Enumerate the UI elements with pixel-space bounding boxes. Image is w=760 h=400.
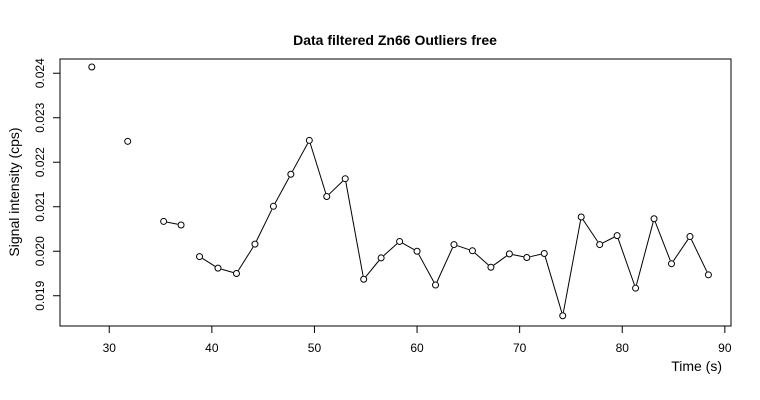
data-point — [196, 253, 204, 261]
data-point — [559, 312, 567, 320]
data-point — [177, 221, 185, 229]
data-points — [88, 63, 712, 320]
x-tick-label: 30 — [103, 341, 117, 355]
data-point — [577, 213, 585, 221]
series-line-segment — [654, 221, 671, 261]
series-line-segment — [544, 256, 563, 313]
plot-area-frame — [59, 58, 732, 327]
data-point — [686, 233, 694, 241]
data-point — [305, 136, 313, 144]
series-line-segment — [256, 209, 273, 242]
series-lines — [166, 143, 708, 313]
data-point — [413, 247, 421, 255]
series-line-segment — [457, 245, 470, 251]
series-line-segment — [345, 182, 364, 276]
series-line-segment — [383, 243, 398, 256]
data-point — [88, 63, 96, 71]
series-line-segment — [328, 180, 344, 195]
series-line-segment — [530, 253, 541, 258]
series-line-segment — [274, 177, 290, 204]
chart-title: Data filtered Zn66 Outliers free — [293, 32, 497, 48]
series-line-segment — [402, 242, 415, 250]
x-tick-label: 50 — [308, 341, 322, 355]
data-point — [214, 264, 222, 272]
series-line-segment — [237, 246, 254, 271]
series-line-segment — [365, 260, 380, 277]
series-line-segment — [221, 268, 234, 273]
series-line-segment — [691, 239, 708, 272]
series-line-segment — [582, 219, 599, 242]
series-line-segment — [436, 247, 453, 283]
y-tick-label: 0.023 — [33, 102, 47, 132]
x-tick-label: 80 — [616, 341, 630, 355]
y-tick-label: 0.021 — [33, 191, 47, 221]
data-point — [613, 232, 621, 240]
data-point — [377, 254, 385, 262]
series-line-segment — [512, 254, 524, 258]
series-line-segment — [602, 236, 615, 244]
series-line-segment — [474, 252, 489, 266]
series-line-segment — [309, 143, 327, 194]
data-point — [540, 249, 548, 257]
series-line-segment — [418, 254, 435, 283]
y-tick-label: 0.020 — [33, 236, 47, 266]
data-point — [432, 281, 440, 289]
data-point — [396, 237, 404, 245]
x-tick-label: 60 — [410, 341, 424, 355]
data-point — [704, 271, 712, 279]
series-line-segment — [493, 255, 507, 266]
data-point — [596, 241, 604, 249]
x-tick-label: 40 — [205, 341, 219, 355]
data-point — [160, 217, 168, 225]
y-tick-label: 0.024 — [33, 58, 47, 88]
data-point — [450, 241, 458, 249]
x-tick-label: 90 — [718, 341, 732, 355]
data-point — [487, 263, 495, 271]
x-axis-title: Time (s) — [671, 358, 722, 374]
data-point — [505, 250, 513, 258]
data-point — [650, 215, 658, 223]
data-point — [360, 275, 368, 283]
data-point — [124, 137, 132, 145]
data-point — [287, 170, 295, 178]
data-point — [468, 247, 476, 255]
series-line-segment — [562, 220, 582, 313]
data-point — [523, 253, 531, 261]
data-point — [232, 269, 240, 277]
series-line-segment — [673, 239, 689, 262]
x-axis: 30 40 50 60 70 80 90 — [103, 325, 732, 355]
y-tick-label: 0.019 — [33, 280, 47, 310]
x-tick-label: 70 — [513, 341, 527, 355]
data-point — [341, 175, 349, 183]
data-point — [251, 240, 259, 248]
series-line-segment — [292, 143, 309, 172]
y-tick-label: 0.022 — [33, 147, 47, 177]
series-line-segment — [617, 238, 635, 286]
y-axis-title: Signal intensity (cps) — [6, 127, 22, 256]
series-line-segment — [166, 221, 178, 225]
series-line-segment — [635, 222, 654, 285]
data-point — [323, 193, 331, 201]
data-point — [667, 260, 675, 268]
y-axis: 0.019 0.020 0.021 0.022 0.023 0.024 — [33, 58, 61, 311]
series-line-segment — [202, 258, 216, 267]
data-point — [632, 284, 640, 292]
data-point — [269, 202, 277, 210]
